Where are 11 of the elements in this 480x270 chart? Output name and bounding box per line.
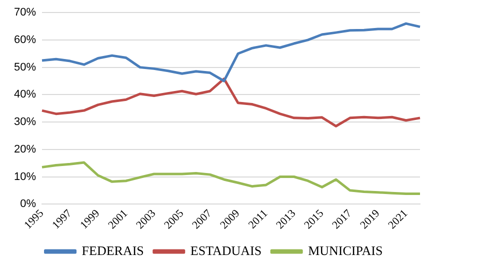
y-tick-label: 20%: [14, 143, 36, 156]
y-tick-label: 0%: [20, 198, 36, 210]
y-tick-label: 30%: [14, 116, 36, 128]
y-tick-label: 60%: [14, 34, 36, 46]
y-tick-label: 10%: [14, 170, 36, 183]
legend-label: ESTADUAIS: [190, 242, 262, 258]
y-tick-label: 50%: [14, 61, 36, 74]
legend-label: MUNICIPAIS: [308, 242, 383, 258]
y-tick-label: 40%: [14, 88, 36, 101]
legend-label: FEDERAIS: [82, 242, 144, 258]
y-tick-label: 70%: [14, 6, 36, 19]
